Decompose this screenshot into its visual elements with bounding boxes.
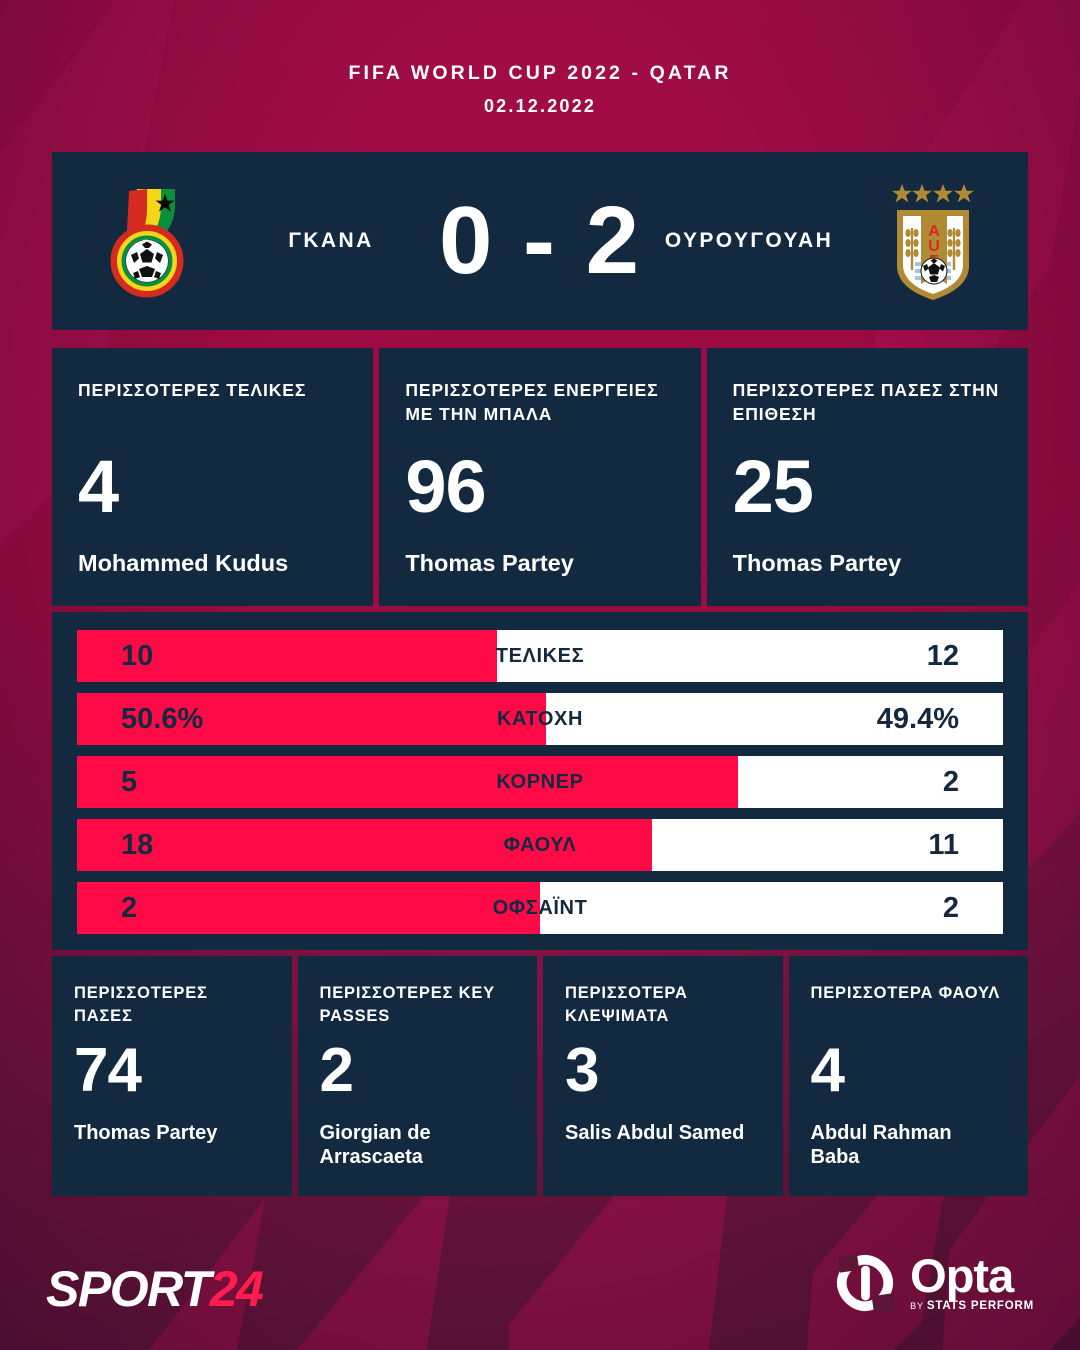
opta-tagline: BY STATS PERFORM <box>910 1300 1034 1312</box>
comparison-row-corners: 5 ΚΟΡΝΕΡ 2 <box>77 756 1003 808</box>
team-comparison-bars: 10 ΤΕΛΙΚΕΣ 12 50.6% ΚΑΤΟΧΗ 49.4% 5 ΚΟΡΝΕ… <box>52 612 1028 950</box>
bar-value-away: 2 <box>942 891 959 924</box>
bar-fill-home <box>77 882 540 934</box>
stat-value: 2 <box>319 1036 354 1105</box>
stat-player: Giorgian de Arrascaeta <box>319 1122 431 1168</box>
stat-player: Thomas Partey <box>732 550 902 576</box>
page-title: FIFA WORLD CUP 2022 - QATAR <box>348 62 732 84</box>
stat-player: Abdul Rahman Baba <box>810 1122 952 1168</box>
stat-label: ΠΕΡΙΣΣΟΤΕΡΕΣ ΠΑΣΕΣ <box>74 984 208 1025</box>
stat-player: Salis Abdul Samed <box>565 1122 745 1144</box>
opta-tagline-text: STATS PERFORM <box>926 1300 1034 1313</box>
stat-card-most-tackles: ΠΕΡΙΣΣΟΤΕΡΑ ΚΛΕΨΙΜΑΤΑ 3 Salis Abdul Same… <box>543 956 783 1196</box>
opta-logo[interactable]: Opta BY STATS PERFORM <box>834 1252 1034 1314</box>
stat-label: ΠΕΡΙΣΣΟΤΕΡΕΣ ΠΑΣΕΣ ΣΤΗΝ ΕΠΙΘΕΣΗ <box>732 380 1000 425</box>
stat-value: 4 <box>810 1036 845 1105</box>
bar-fill-home <box>77 819 653 871</box>
bar-value-home: 10 <box>121 639 154 672</box>
opta-tagline-by: BY <box>910 1301 927 1312</box>
stat-card-most-shots: ΠΕΡΙΣΣΟΤΕΡΕΣ ΤΕΛΙΚΕΣ 4 Mohammed Kudus <box>52 348 374 606</box>
sport24-logo[interactable]: SPORT24 <box>46 1260 264 1318</box>
opta-mark-icon <box>837 1254 896 1314</box>
stat-value: 25 <box>732 445 814 528</box>
match-date: 02.12.2022 <box>483 96 597 116</box>
bar-value-away: 49.4% <box>876 702 959 735</box>
sport24-logo-accent: 24 <box>209 1261 264 1317</box>
bar-fill-home <box>77 693 546 745</box>
bar-value-home: 2 <box>121 891 138 924</box>
stat-card-most-key-passes: ΠΕΡΙΣΣΟΤΕΡΕΣ KEY PASSES 2 Giorgian de Ar… <box>297 956 537 1196</box>
stat-value: 96 <box>405 445 486 528</box>
bar-label: ΦΑΟΥΛ <box>503 833 577 856</box>
bar-value-home: 5 <box>121 765 138 798</box>
uruguay-auf-crest-icon: A U F <box>892 184 974 300</box>
scoreline: 0 - 2 <box>438 187 642 294</box>
scoreboard: ΓΚΑΝΑ 0 - 2 ΟΥΡΟΥΓΟΥΑΗ <box>52 152 1028 330</box>
footer: SPORT24 Opta BY STATS PERFORM <box>0 1246 1080 1350</box>
stat-player: Thomas Partey <box>74 1122 218 1144</box>
stat-player: Mohammed Kudus <box>78 550 289 576</box>
svg-text:U: U <box>928 238 940 255</box>
stat-label: ΠΕΡΙΣΣΟΤΕΡΕΣ ΤΕΛΙΚΕΣ <box>78 380 307 400</box>
away-team-name: ΟΥΡΟΥΓΟΥΑΗ <box>664 229 834 252</box>
stat-card-most-final-third-passes: ΠΕΡΙΣΣΟΤΕΡΕΣ ΠΑΣΕΣ ΣΤΗΝ ΕΠΙΘΕΣΗ 25 Thoma… <box>706 348 1028 606</box>
home-team-name: ΓΚΑΝΑ <box>288 229 374 252</box>
stat-label: ΠΕΡΙΣΣΟΤΕΡΑ ΦΑΟΥΛ <box>810 984 1001 1002</box>
sport24-logo-primary: SPORT <box>46 1261 211 1317</box>
bar-label: ΟΦΣΑΪΝΤ <box>492 896 588 919</box>
comparison-row-shots: 10 ΤΕΛΙΚΕΣ 12 <box>77 630 1003 682</box>
bar-value-home: 18 <box>121 828 154 861</box>
stat-value: 3 <box>565 1036 599 1105</box>
top-stat-cards: ΠΕΡΙΣΣΟΤΕΡΕΣ ΤΕΛΙΚΕΣ 4 Mohammed Kudus ΠΕ… <box>52 348 1028 606</box>
stat-value: 74 <box>74 1036 142 1105</box>
stat-player: Thomas Partey <box>405 550 574 576</box>
bottom-stat-cards: ΠΕΡΙΣΣΟΤΕΡΕΣ ΠΑΣΕΣ 74 Thomas Partey ΠΕΡΙ… <box>52 956 1028 1196</box>
away-crest-wrap: A U F <box>838 178 1028 304</box>
comparison-row-offsides: 2 ΟΦΣΑΪΝΤ 2 <box>77 882 1003 934</box>
bar-value-away: 12 <box>926 639 959 672</box>
bar-value-away: 2 <box>942 765 959 798</box>
stat-label: ΠΕΡΙΣΣΟΤΕΡΑ ΚΛΕΨΙΜΑΤΑ <box>565 984 688 1025</box>
bar-label: ΚΟΡΝΕΡ <box>496 770 584 793</box>
bar-label: ΤΕΛΙΚΕΣ <box>495 644 585 667</box>
comparison-row-fouls: 18 ΦΑΟΥΛ 11 <box>77 819 1003 871</box>
bar-label: ΚΑΤΟΧΗ <box>496 707 584 730</box>
stat-card-most-ball-actions: ΠΕΡΙΣΣΟΤΕΡΕΣ ΕΝΕΡΓΕΙΕΣ ΜΕ ΤΗΝ ΜΠΑΛΑ 96 T… <box>379 348 701 606</box>
header: FIFA WORLD CUP 2022 - QATAR 02.12.2022 <box>0 0 1080 117</box>
bar-fill-home <box>77 756 739 808</box>
bar-fill-home <box>77 630 498 682</box>
stat-value: 4 <box>78 445 119 528</box>
opta-wordmark: Opta <box>910 1248 1014 1302</box>
ghana-fa-crest-icon <box>110 189 184 298</box>
bar-value-away: 11 <box>928 828 959 861</box>
bar-value-home: 50.6% <box>121 702 204 735</box>
stat-card-most-passes: ΠΕΡΙΣΣΟΤΕΡΕΣ ΠΑΣΕΣ 74 Thomas Partey <box>52 956 292 1196</box>
opta-text: Opta BY STATS PERFORM <box>910 1248 1034 1312</box>
svg-text:A: A <box>928 223 940 240</box>
home-crest-wrap <box>52 183 242 299</box>
comparison-row-possession: 50.6% ΚΑΤΟΧΗ 49.4% <box>77 693 1003 745</box>
stat-label: ΠΕΡΙΣΣΟΤΕΡΕΣ KEY PASSES <box>319 984 495 1025</box>
stat-label: ΠΕΡΙΣΣΟΤΕΡΕΣ ΕΝΕΡΓΕΙΕΣ ΜΕ ΤΗΝ ΜΠΑΛΑ <box>405 380 659 425</box>
stat-card-most-fouls: ΠΕΡΙΣΣΟΤΕΡΑ ΦΑΟΥΛ 4 Abdul Rahman Baba <box>788 956 1028 1196</box>
